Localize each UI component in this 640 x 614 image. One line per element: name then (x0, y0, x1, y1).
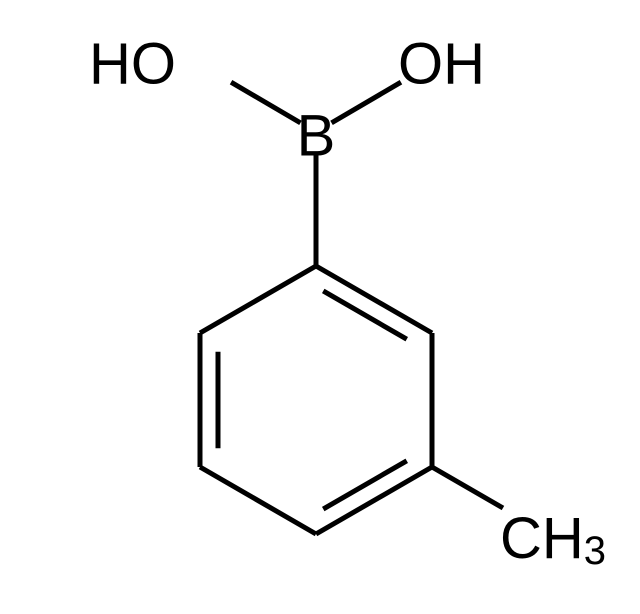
atom-label-methyl: CH3 (500, 506, 606, 573)
chemical-structure: B HO OH CH3 (0, 0, 640, 614)
atom-label-hydroxyl-right: OH (398, 32, 485, 97)
atom-label-boron: B (297, 104, 336, 169)
atom-label-hydroxyl-left: HO (89, 32, 176, 97)
